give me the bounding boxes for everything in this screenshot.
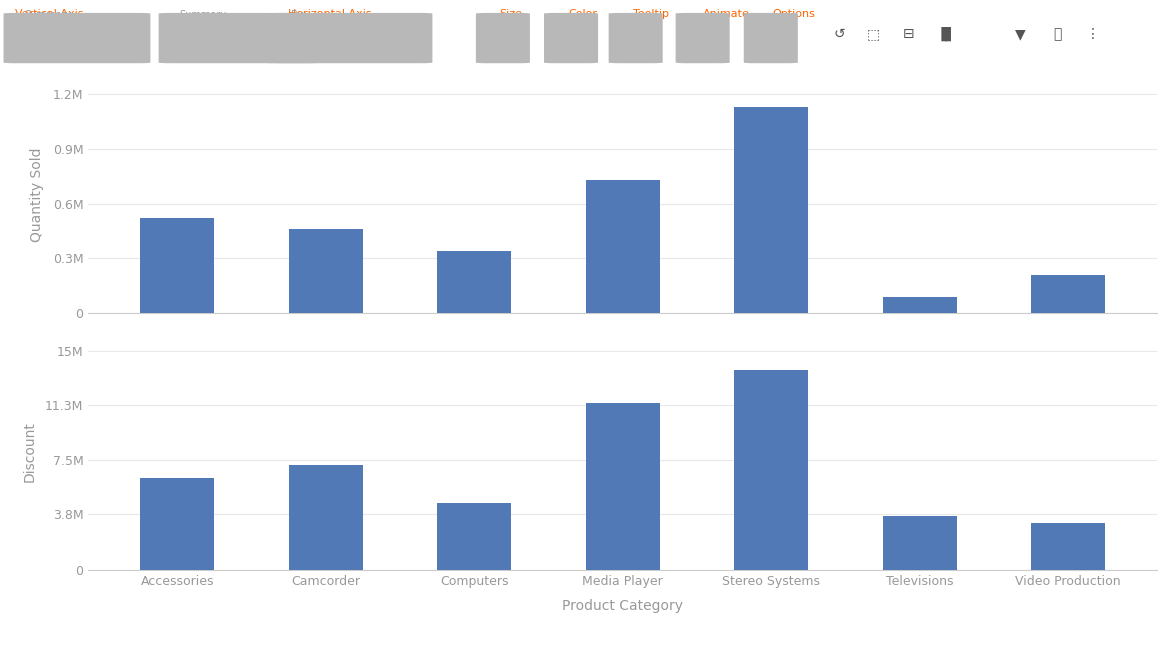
Text: By: By: [291, 10, 304, 20]
Bar: [289, 229, 363, 313]
Bar: [882, 516, 956, 570]
FancyBboxPatch shape: [744, 13, 798, 63]
Text: +: +: [494, 24, 512, 44]
Bar: [734, 107, 808, 313]
Bar: [140, 218, 214, 313]
Text: ↕: ↕: [175, 32, 184, 42]
Text: Animate: Animate: [703, 9, 750, 19]
FancyBboxPatch shape: [270, 13, 432, 63]
Text: +: +: [693, 24, 712, 44]
Text: +: +: [626, 24, 645, 44]
FancyBboxPatch shape: [4, 13, 150, 63]
FancyBboxPatch shape: [676, 13, 730, 63]
Text: +: +: [562, 24, 580, 44]
FancyBboxPatch shape: [476, 13, 530, 63]
Bar: [734, 370, 808, 570]
Text: Discount: Discount: [180, 32, 244, 47]
Bar: [437, 502, 511, 570]
X-axis label: Product Category: Product Category: [563, 599, 683, 613]
Text: ⊟: ⊟: [902, 27, 914, 41]
Text: Vertical Axis: Vertical Axis: [15, 9, 83, 19]
Text: Summary: Summary: [25, 10, 72, 20]
Text: Color: Color: [569, 9, 598, 19]
Text: ⬚: ⬚: [866, 27, 880, 41]
FancyBboxPatch shape: [544, 13, 598, 63]
Bar: [585, 403, 660, 570]
Bar: [437, 251, 511, 313]
Text: Options: Options: [772, 9, 814, 19]
Text: ↺: ↺: [833, 27, 845, 41]
Text: Summary: Summary: [180, 10, 227, 20]
Bar: [289, 465, 363, 570]
Text: +: +: [761, 24, 780, 44]
Bar: [1032, 275, 1106, 313]
FancyBboxPatch shape: [159, 13, 278, 63]
Text: ▼: ▼: [1014, 27, 1026, 41]
Y-axis label: Discount: Discount: [22, 421, 36, 482]
Bar: [140, 478, 214, 570]
Text: Quantity Sold: Quantity Sold: [25, 32, 125, 47]
Text: ↑: ↑: [287, 32, 296, 42]
Text: Tooltip: Tooltip: [633, 9, 670, 19]
FancyBboxPatch shape: [264, 13, 318, 63]
Bar: [585, 180, 660, 313]
Text: ⋮: ⋮: [1086, 27, 1100, 41]
Text: Product Category: Product Category: [291, 32, 418, 47]
FancyBboxPatch shape: [609, 13, 663, 63]
Text: ↕: ↕: [20, 32, 29, 42]
Text: ▐▌: ▐▌: [935, 27, 956, 41]
Y-axis label: Quantity Sold: Quantity Sold: [31, 148, 45, 242]
Bar: [882, 296, 956, 313]
Text: Horizontal Axis: Horizontal Axis: [288, 9, 371, 19]
Text: Size: Size: [499, 9, 523, 19]
Text: ⬛: ⬛: [1053, 27, 1062, 41]
Bar: [1032, 523, 1106, 570]
Text: +: +: [282, 24, 301, 44]
